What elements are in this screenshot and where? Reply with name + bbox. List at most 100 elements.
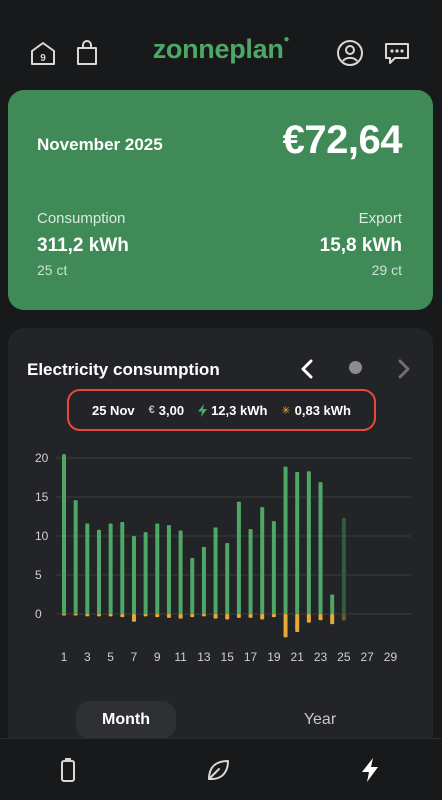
consumption-bar [295, 472, 300, 614]
y-tick-label: 10 [35, 529, 49, 543]
consumption-bar [96, 529, 101, 614]
nav-battery[interactable] [51, 753, 85, 787]
brand-name: zonneplan [152, 34, 284, 64]
consumption-bar [178, 530, 183, 614]
consumption-bar [271, 521, 276, 614]
export-bar [178, 614, 183, 619]
chat-icon [385, 43, 409, 64]
selected-consumption-value: 12,3 kWh [211, 402, 268, 418]
battery-icon [61, 758, 75, 782]
house-button[interactable]: 9 [26, 36, 60, 70]
consumption-bar [260, 507, 265, 614]
consumption-bar [201, 546, 206, 614]
x-tick-label: 3 [84, 650, 91, 664]
current-period-dot[interactable] [349, 361, 362, 374]
euro-icon: € [148, 404, 155, 416]
nav-electricity[interactable] [353, 753, 387, 787]
consumption-bar [143, 532, 148, 614]
export-bar [260, 614, 265, 620]
house-icon: 9 [31, 42, 55, 65]
consumption-bar [306, 471, 311, 614]
chat-button[interactable] [380, 36, 414, 70]
consumption-bar [318, 482, 323, 614]
consumption-bar [166, 525, 171, 614]
chevron-right-icon [398, 359, 410, 379]
summary-card[interactable]: November 2025 €72,64 Consumption 311,2 k… [8, 90, 433, 310]
shop-button[interactable] [70, 36, 104, 70]
account-icon [337, 40, 363, 66]
sun-icon: ✳ [281, 404, 291, 417]
logo-dot: ● [283, 34, 290, 45]
consumption-bar [330, 594, 335, 614]
export-label: Export [358, 210, 402, 227]
x-tick-label: 15 [221, 650, 235, 664]
export-bar [155, 614, 160, 618]
export-bar [330, 614, 335, 625]
y-tick-label: 15 [35, 490, 49, 504]
chart-card: Electricity consumption 25 Nov € 3,00 12… [8, 328, 433, 758]
selected-consumption: 12,3 kWh [198, 403, 267, 418]
consumption-bar [225, 543, 230, 614]
consumption-bar [73, 500, 78, 614]
export-bar [73, 614, 78, 616]
x-tick-label: 13 [197, 650, 211, 664]
export-bar [306, 614, 311, 623]
x-tick-label: 25 [337, 650, 351, 664]
brand-logo: zonneplan● [0, 34, 442, 65]
x-tick-label: 17 [244, 650, 258, 664]
consumption-bar [248, 528, 253, 614]
export-bar [225, 614, 230, 620]
x-tick-label: 7 [131, 650, 138, 664]
export-bar [166, 614, 171, 618]
lightning-small-icon [198, 403, 208, 417]
export-bar [295, 614, 300, 632]
export-value: 15,8 kWh [319, 235, 402, 256]
consumption-bar [283, 466, 288, 614]
consumption-bar [108, 523, 113, 614]
house-badge: 9 [40, 53, 46, 64]
x-tick-label: 19 [267, 650, 281, 664]
export-bar [190, 614, 195, 618]
consumption-bar [131, 536, 136, 614]
export-bar [213, 614, 218, 619]
export-bar [120, 614, 125, 618]
consumption-bar [213, 527, 218, 614]
previous-button[interactable] [294, 356, 320, 382]
export-bar [341, 614, 346, 621]
selected-cost: € 3,00 [149, 403, 184, 418]
next-button[interactable] [391, 356, 417, 382]
tab-month[interactable]: Month [76, 701, 176, 739]
export-bar [248, 614, 253, 618]
consumption-price: 25 ct [37, 262, 68, 278]
consumption-label: Consumption [37, 210, 126, 227]
export-bar [318, 614, 323, 621]
consumption-bar [236, 501, 241, 614]
export-bar [283, 614, 288, 638]
x-tick-label: 29 [384, 650, 398, 664]
selected-export: ✳ 0,83 kWh [281, 403, 351, 418]
x-tick-label: 11 [174, 650, 187, 664]
nav-sustainability[interactable] [201, 753, 235, 787]
x-tick-label: 27 [360, 650, 374, 664]
consumption-bar [190, 557, 195, 614]
selected-export-value: 0,83 kWh [294, 402, 351, 418]
consumption-value: 311,2 kWh [37, 235, 129, 256]
export-bar [108, 614, 113, 617]
summary-month: November 2025 [37, 135, 163, 154]
x-tick-label: 21 [291, 650, 305, 664]
account-button[interactable] [333, 36, 367, 70]
tab-year[interactable]: Year [303, 711, 337, 728]
consumption-bar [341, 518, 346, 614]
export-price: 29 ct [371, 262, 402, 278]
export-bar [85, 614, 90, 617]
lightning-icon [362, 758, 378, 782]
consumption-bar [62, 454, 66, 614]
shopping-bag-icon [77, 40, 97, 65]
consumption-bar [120, 521, 125, 614]
bottom-nav [0, 738, 442, 800]
summary-total: €72,64 [282, 118, 403, 162]
selected-day-summary: 25 Nov € 3,00 12,3 kWh ✳ 0,83 kWh [67, 389, 376, 431]
consumption-bar [85, 523, 90, 614]
y-tick-label: 20 [35, 451, 49, 465]
